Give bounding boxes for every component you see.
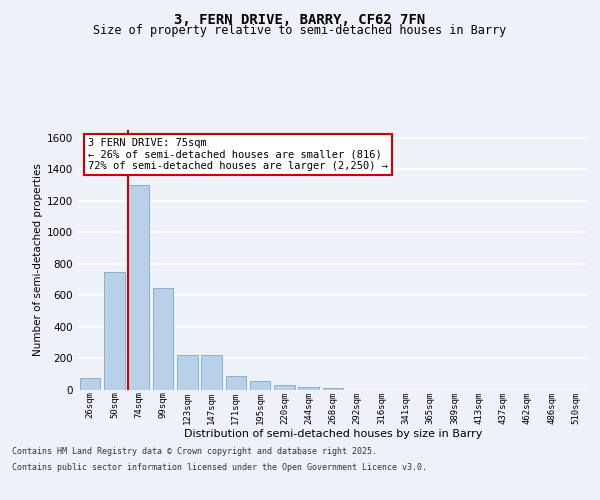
Text: Contains HM Land Registry data © Crown copyright and database right 2025.: Contains HM Land Registry data © Crown c… [12,448,377,456]
Bar [177,356,197,390]
Bar [226,376,246,390]
Bar [250,382,271,390]
X-axis label: Distribution of semi-detached houses by size in Barry: Distribution of semi-detached houses by … [184,429,482,439]
Bar [152,288,173,390]
Text: 3, FERN DRIVE, BARRY, CF62 7FN: 3, FERN DRIVE, BARRY, CF62 7FN [175,12,425,26]
Text: Size of property relative to semi-detached houses in Barry: Size of property relative to semi-detach… [94,24,506,37]
Bar [201,356,222,390]
Bar [323,388,343,390]
Bar [104,272,125,390]
Y-axis label: Number of semi-detached properties: Number of semi-detached properties [33,164,43,356]
Bar [274,386,295,390]
Bar [298,387,319,390]
Bar [80,378,100,390]
Bar [128,185,149,390]
Text: Contains public sector information licensed under the Open Government Licence v3: Contains public sector information licen… [12,462,427,471]
Text: 3 FERN DRIVE: 75sqm
← 26% of semi-detached houses are smaller (816)
72% of semi-: 3 FERN DRIVE: 75sqm ← 26% of semi-detach… [88,138,388,171]
